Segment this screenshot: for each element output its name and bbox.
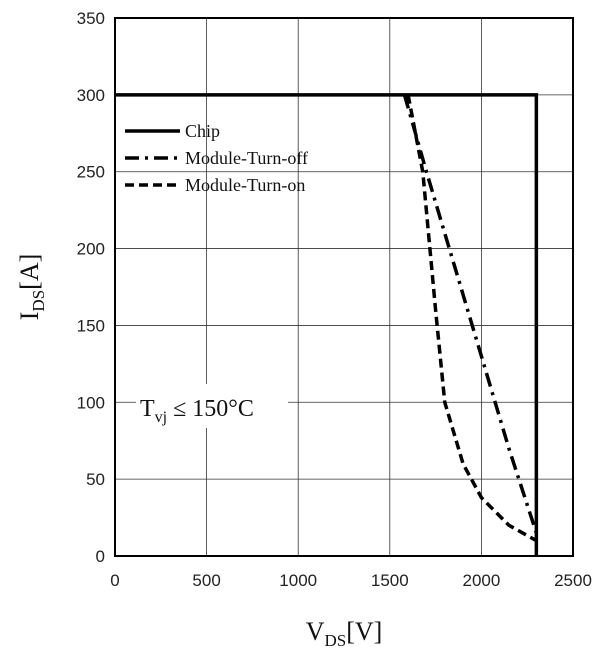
annotation: Tvj ≤ 150°C (140, 396, 254, 426)
series-module-turn-on (406, 94, 538, 543)
y-tick-label: 250 (77, 163, 105, 182)
x-tick-label: 0 (110, 571, 119, 590)
x-tick-label: 1500 (371, 571, 409, 590)
tick-labels: 0 500 1000 1500 2000 2500 0 50 100 150 200 250 300 35… (77, 9, 592, 590)
grid (114, 17, 574, 557)
x-tick-label: 1000 (279, 571, 317, 590)
y-tick-label: 100 (77, 393, 105, 412)
annotation-rest: ≤ 150°C (167, 396, 254, 422)
legend-label-module-turn-on: Module-Turn-on (185, 175, 305, 195)
x-tick-label: 500 (192, 571, 220, 590)
y-axis-title-sub: DS (29, 290, 48, 312)
series-layer (115, 93, 539, 556)
y-tick-label: 350 (77, 9, 105, 28)
x-axis-title-unit: [V] (346, 617, 382, 646)
x-axis-title: VDS[V] (306, 617, 383, 649)
y-tick-label: 50 (86, 470, 105, 489)
y-tick-label: 200 (77, 240, 105, 259)
y-axis-title: IDS[A] (15, 254, 48, 321)
plot-frame (114, 17, 574, 557)
annotation-main: T (140, 396, 155, 422)
y-tick-label: 300 (77, 86, 105, 105)
y-axis-title-main: I (15, 312, 44, 321)
y-tick-label: 150 (77, 316, 105, 335)
legend: Chip Module-Turn-off Module-Turn-on (125, 121, 308, 195)
y-tick-label: 0 (96, 547, 105, 566)
y-axis-title-unit: [A] (15, 254, 44, 290)
x-tick-label: 2000 (462, 571, 500, 590)
series-chip (115, 93, 539, 556)
x-axis-title-main: V (306, 617, 325, 646)
legend-label-chip: Chip (185, 121, 220, 141)
annotation-box (136, 384, 288, 428)
x-tick-label: 2500 (554, 571, 592, 590)
x-axis-title-sub: DS (324, 631, 346, 649)
series-module-turn-off (402, 94, 539, 534)
annotation-sub: vj (155, 409, 167, 426)
legend-label-module-turn-off: Module-Turn-off (185, 148, 308, 168)
